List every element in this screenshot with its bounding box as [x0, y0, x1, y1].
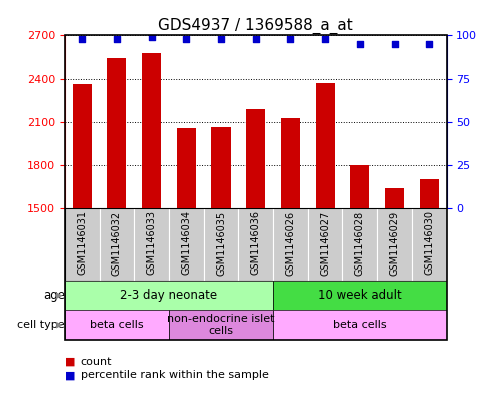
Text: count: count	[81, 356, 112, 367]
Text: beta cells: beta cells	[90, 320, 144, 330]
Text: GSM1146030: GSM1146030	[424, 211, 434, 275]
Bar	[212, 127, 231, 208]
Bar	[169, 208, 204, 281]
Bar	[281, 118, 300, 208]
Bar	[65, 208, 100, 281]
Point	[391, 41, 399, 47]
Text: beta cells: beta cells	[333, 320, 387, 330]
Text: 2-3 day neonate: 2-3 day neonate	[120, 289, 218, 302]
Title: GDS4937 / 1369588_a_at: GDS4937 / 1369588_a_at	[158, 18, 353, 34]
Text: non-endocrine islet
cells: non-endocrine islet cells	[167, 314, 275, 336]
Text: 10 week adult: 10 week adult	[318, 289, 402, 302]
Bar	[177, 128, 196, 208]
Bar	[350, 165, 369, 208]
Text: GSM1146033: GSM1146033	[147, 211, 157, 275]
Bar	[308, 208, 342, 281]
Point	[148, 34, 156, 40]
Bar	[239, 208, 273, 281]
Text: cell type: cell type	[17, 320, 65, 330]
Point	[217, 36, 225, 42]
Point	[251, 36, 259, 42]
Point	[425, 41, 433, 47]
Bar	[65, 310, 169, 340]
Bar	[65, 281, 273, 310]
Bar	[273, 310, 447, 340]
Bar	[246, 109, 265, 208]
Bar	[169, 310, 273, 340]
Text: ■: ■	[65, 356, 75, 367]
Bar	[385, 188, 404, 208]
Point	[356, 41, 364, 47]
Text: GSM1146032: GSM1146032	[112, 211, 122, 275]
Point	[286, 36, 294, 42]
Bar	[134, 208, 169, 281]
Text: GSM1146026: GSM1146026	[285, 211, 295, 275]
Bar	[273, 208, 308, 281]
Text: GSM1146031: GSM1146031	[77, 211, 87, 275]
Text: GSM1146036: GSM1146036	[250, 211, 261, 275]
Text: ■: ■	[65, 370, 75, 380]
Bar	[273, 281, 447, 310]
Text: GSM1146027: GSM1146027	[320, 211, 330, 276]
Text: percentile rank within the sample: percentile rank within the sample	[81, 370, 269, 380]
Bar	[107, 58, 126, 208]
Bar	[142, 53, 161, 208]
Point	[78, 36, 86, 42]
Bar	[420, 180, 439, 208]
Bar	[377, 208, 412, 281]
Point	[321, 36, 329, 42]
Bar	[73, 84, 92, 208]
Bar	[204, 208, 239, 281]
Bar	[412, 208, 447, 281]
Bar	[315, 83, 335, 208]
Text: age: age	[43, 289, 65, 302]
Text: GSM1146029: GSM1146029	[390, 211, 400, 275]
Point	[182, 36, 190, 42]
Bar	[342, 208, 377, 281]
Text: GSM1146035: GSM1146035	[216, 211, 226, 275]
Text: GSM1146028: GSM1146028	[355, 211, 365, 275]
Text: GSM1146034: GSM1146034	[181, 211, 191, 275]
Point	[113, 36, 121, 42]
Bar	[100, 208, 134, 281]
